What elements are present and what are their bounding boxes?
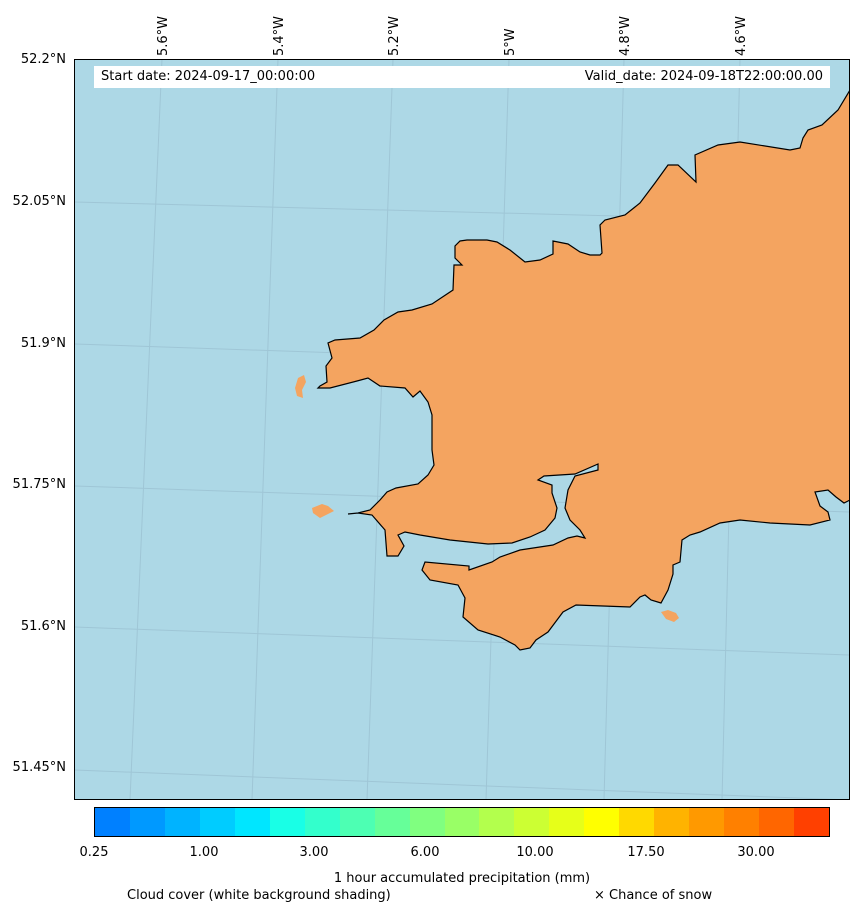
- colorbar-swatch: [95, 808, 130, 836]
- colorbar-swatch: [444, 808, 480, 836]
- colorbar-swatch: [269, 808, 305, 836]
- longitude-label: 4.6°W: [734, 15, 749, 56]
- colorbar-swatch: [164, 808, 200, 836]
- latitude-label: 52.05°N: [12, 194, 66, 209]
- start-date: Start date: 2024-09-17_00:00:00: [101, 69, 316, 84]
- colorbar-swatch: [514, 808, 550, 836]
- colorbar-swatch: [759, 808, 795, 836]
- map-canvas: [75, 60, 849, 799]
- colorbar-swatch: [234, 808, 270, 836]
- colorbar-swatch: [654, 808, 690, 836]
- island-ramsey: [295, 375, 306, 398]
- colorbar-tick-label: 10.00: [516, 845, 554, 860]
- cloud-cover-note: Cloud cover (white background shading): [127, 888, 391, 903]
- colorbar-swatch: [724, 808, 760, 836]
- latitude-label: 51.45°N: [12, 760, 66, 775]
- colorbar-tick-label: 1.00: [189, 845, 219, 860]
- date-banner: Start date: 2024-09-17_00:00:00 Valid_da…: [94, 66, 830, 88]
- landmass: [316, 90, 849, 651]
- colorbar-swatch: [339, 808, 375, 836]
- colorbar-swatch: [129, 808, 165, 836]
- island-skomer: [312, 504, 334, 518]
- colorbar-tick-label: 0.25: [79, 845, 109, 860]
- colorbar-swatch: [689, 808, 725, 836]
- latitude-label: 51.6°N: [20, 619, 66, 634]
- longitude-label: 5.4°W: [272, 15, 287, 56]
- colorbar-swatch: [549, 808, 585, 836]
- colorbar-swatch: [619, 808, 655, 836]
- snow-note: × Chance of snow: [594, 888, 713, 903]
- colorbar-tick-label: 30.00: [737, 845, 775, 860]
- map-panel: [74, 59, 850, 800]
- latitude-label: 52.2°N: [20, 52, 66, 67]
- colorbar-swatch: [409, 808, 445, 836]
- valid-date: Valid_date: 2024-09-18T22:00:00.00: [584, 69, 823, 84]
- longitude-label: 5.6°W: [156, 15, 171, 56]
- precipitation-colorbar: [94, 807, 830, 837]
- latitude-label: 51.9°N: [20, 336, 66, 351]
- colorbar-tick-label: 3.00: [299, 845, 329, 860]
- colorbar-swatch: [199, 808, 235, 836]
- colorbar-swatch: [584, 808, 620, 836]
- longitude-label: 5°W: [503, 28, 518, 56]
- colorbar-tick-label: 6.00: [410, 845, 440, 860]
- colorbar-swatch: [794, 808, 830, 836]
- longitude-label: 4.8°W: [618, 15, 633, 56]
- colorbar-title: 1 hour accumulated precipitation (mm): [333, 871, 591, 886]
- longitude-label: 5.2°W: [387, 15, 402, 56]
- colorbar-swatch: [479, 808, 515, 836]
- latitude-label: 51.75°N: [12, 477, 66, 492]
- colorbar-swatch: [304, 808, 340, 836]
- colorbar-swatch: [374, 808, 410, 836]
- island-caldey: [661, 610, 679, 622]
- colorbar-tick-label: 17.50: [627, 845, 665, 860]
